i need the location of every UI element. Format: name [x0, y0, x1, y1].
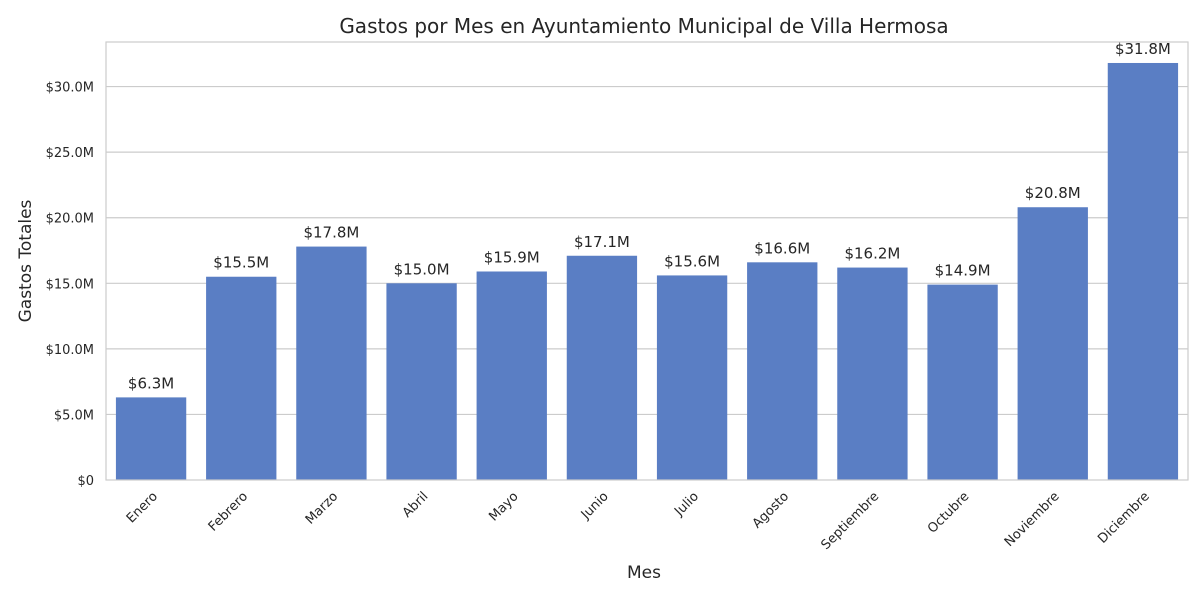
x-tick-label: Noviembre — [1002, 489, 1063, 550]
bar — [386, 283, 457, 480]
x-tick-labels: Enero Febrero Marzo Abril Mayo Junio Julio Agos… — [124, 489, 1153, 553]
y-tick-label: $25.0M — [46, 146, 94, 161]
chart-title: Gastos por Mes en Ayuntamiento Municipal… — [339, 14, 948, 38]
y-axis-label: Gastos Totales — [16, 199, 36, 322]
y-tick-labels: $0 $5.0M $10.0M $15.0M $20.0M $25.0M $30.0M — [46, 81, 94, 489]
bar — [206, 276, 277, 480]
y-tick-label: $30.0M — [46, 81, 94, 96]
bar-value-label: $14.9M — [935, 262, 991, 280]
bar — [296, 246, 367, 480]
grid-lines — [106, 85, 1188, 416]
y-tick-label: $20.0M — [46, 212, 94, 227]
bar — [1017, 207, 1088, 481]
plot-frame — [105, 41, 1189, 481]
bar-value-label: $15.0M — [394, 260, 450, 278]
x-tick-label: Julio — [671, 489, 702, 520]
bar — [747, 262, 818, 480]
x-tick-label: Octubre — [925, 489, 972, 536]
bar-value-label: $16.6M — [754, 239, 810, 257]
x-tick-label: Abril — [400, 489, 432, 521]
x-tick-label: Agosto — [750, 489, 792, 531]
bar — [837, 267, 908, 480]
bar — [476, 271, 547, 480]
x-tick-label: Febrero — [206, 489, 251, 534]
bar-value-label: $20.8M — [1025, 184, 1081, 202]
x-tick-label: Septiembre — [818, 489, 882, 553]
y-tick-label: $15.0M — [46, 277, 94, 292]
y-tick-label: $5.0M — [54, 408, 94, 423]
x-tick-label: Diciembre — [1095, 489, 1153, 547]
bar-value-label: $17.1M — [574, 233, 630, 251]
bars — [115, 62, 1179, 481]
data-labels: $6.3M $15.5M $17.8M $15.0M $15.9M $17.1M $15.6… — [128, 40, 1171, 392]
bar — [1107, 62, 1179, 481]
bar — [656, 275, 728, 480]
x-tick-label: Junio — [578, 489, 612, 523]
x-tick-label: Enero — [124, 489, 161, 526]
x-tick-label: Marzo — [303, 489, 341, 527]
bar-value-label: $15.5M — [213, 254, 269, 272]
bar-value-label: $15.6M — [664, 252, 720, 270]
bar — [927, 284, 998, 480]
y-tick-label: $0 — [77, 474, 94, 489]
bar-value-label: $31.8M — [1115, 40, 1171, 58]
bar — [566, 255, 638, 480]
bar — [115, 397, 187, 480]
bar-value-label: $16.2M — [844, 245, 900, 263]
bar-value-label: $15.9M — [484, 248, 540, 266]
x-axis-label: Mes — [627, 563, 661, 583]
bar-value-label: $17.8M — [303, 224, 359, 242]
y-tick-label: $10.0M — [46, 343, 94, 358]
x-tick-label: Mayo — [486, 489, 521, 524]
bar-value-label: $6.3M — [128, 374, 174, 392]
